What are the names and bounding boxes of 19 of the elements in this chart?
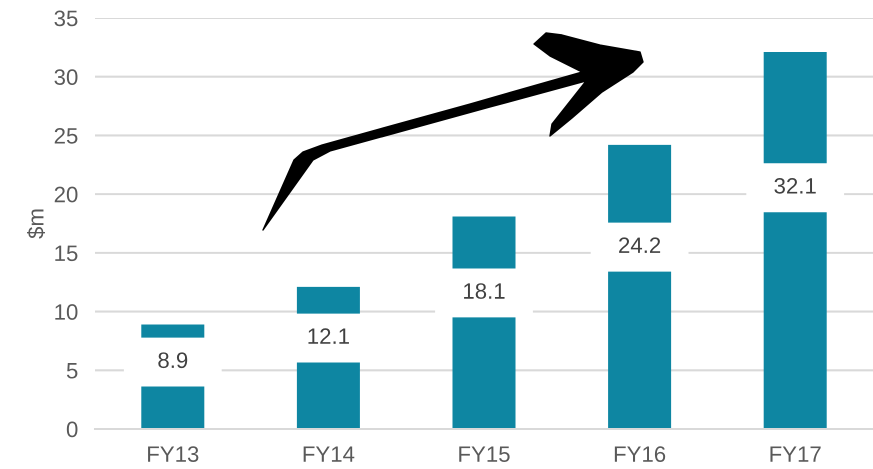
data-label: 18.1 [464, 283, 505, 299]
x-tick-label: FY16 [614, 446, 666, 462]
y-tick-label: 15 [55, 246, 78, 262]
y-tick-label: 25 [54, 128, 78, 144]
y-tick-label: 30 [54, 69, 78, 85]
y-tick-label: 10 [55, 304, 78, 320]
x-tick-label: FY14 [304, 446, 354, 462]
y-tick-label: 5 [66, 363, 78, 379]
y-tick-label: 0 [66, 422, 78, 438]
x-tick-label: FY13 [148, 446, 198, 462]
y-tick-label: 35 [54, 10, 78, 26]
data-label: 8.9 [158, 352, 188, 368]
x-tick-label: FY17 [770, 446, 821, 462]
data-label: 12.1 [308, 328, 349, 344]
data-label: 24.2 [619, 237, 660, 253]
y-axis-title: $m [27, 210, 45, 239]
data-label: 32.1 [774, 178, 816, 194]
x-tick-label: FY15 [459, 446, 510, 462]
y-tick-label: 20 [54, 186, 78, 202]
